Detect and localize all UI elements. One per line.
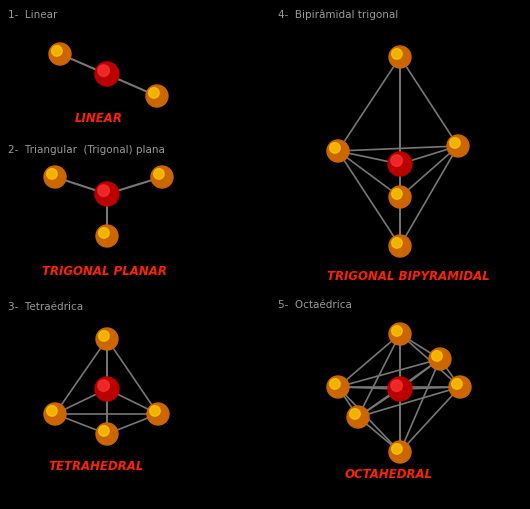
Circle shape <box>388 153 412 177</box>
Circle shape <box>99 228 109 239</box>
Text: 3-  Tetraédrica: 3- Tetraédrica <box>8 301 83 312</box>
Circle shape <box>96 225 118 247</box>
Circle shape <box>431 351 442 361</box>
Circle shape <box>44 403 66 425</box>
Circle shape <box>392 238 402 249</box>
Circle shape <box>389 441 411 463</box>
Text: TRIGONAL BIPYRAMIDAL: TRIGONAL BIPYRAMIDAL <box>327 269 490 282</box>
Circle shape <box>327 140 349 163</box>
Circle shape <box>44 166 66 189</box>
Circle shape <box>389 187 411 209</box>
Circle shape <box>49 44 71 66</box>
Circle shape <box>330 379 340 389</box>
Circle shape <box>99 331 109 342</box>
Circle shape <box>389 236 411 258</box>
Circle shape <box>330 144 340 154</box>
Text: TRIGONAL PLANAR: TRIGONAL PLANAR <box>42 265 167 277</box>
Circle shape <box>146 86 168 108</box>
Circle shape <box>447 136 469 158</box>
Circle shape <box>95 63 119 87</box>
Circle shape <box>389 323 411 345</box>
Circle shape <box>51 46 62 57</box>
Circle shape <box>347 406 369 428</box>
Text: OCTAHEDRAL: OCTAHEDRAL <box>345 467 433 480</box>
Circle shape <box>392 444 402 455</box>
Circle shape <box>350 409 360 419</box>
Circle shape <box>389 47 411 69</box>
Circle shape <box>151 166 173 189</box>
Circle shape <box>98 66 109 77</box>
Circle shape <box>452 379 462 389</box>
Text: 5-  Octaédrica: 5- Octaédrica <box>278 299 352 309</box>
Circle shape <box>429 348 451 370</box>
Circle shape <box>154 169 164 180</box>
Text: LINEAR: LINEAR <box>75 112 123 125</box>
Circle shape <box>392 189 402 200</box>
Circle shape <box>147 403 169 425</box>
Circle shape <box>149 406 160 416</box>
Text: 2-  Triangular  (Trigonal) plana: 2- Triangular (Trigonal) plana <box>8 145 165 155</box>
Circle shape <box>391 156 402 167</box>
Circle shape <box>96 328 118 350</box>
Circle shape <box>392 49 402 60</box>
Circle shape <box>392 326 402 336</box>
Circle shape <box>98 380 109 391</box>
Circle shape <box>47 169 57 180</box>
Circle shape <box>449 138 460 149</box>
Circle shape <box>99 426 109 436</box>
Text: TETRAHEDRAL: TETRAHEDRAL <box>48 459 144 472</box>
Circle shape <box>148 89 159 99</box>
Text: 4-  Bipirâmidal trigonal: 4- Bipirâmidal trigonal <box>278 10 398 20</box>
Circle shape <box>95 183 119 207</box>
Circle shape <box>47 406 57 416</box>
Circle shape <box>96 423 118 445</box>
Text: 1-  Linear: 1- Linear <box>8 10 57 20</box>
Circle shape <box>95 377 119 401</box>
Circle shape <box>327 376 349 398</box>
Circle shape <box>98 185 109 197</box>
Circle shape <box>388 377 412 401</box>
Circle shape <box>391 380 402 391</box>
Circle shape <box>449 376 471 398</box>
